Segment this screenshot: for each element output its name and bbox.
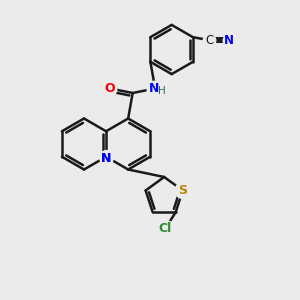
- Text: N: N: [101, 152, 111, 165]
- Text: N: N: [224, 34, 234, 47]
- Text: N: N: [148, 82, 159, 95]
- Text: H: H: [158, 86, 166, 96]
- Text: N: N: [101, 152, 111, 165]
- Text: Cl: Cl: [158, 222, 172, 235]
- Text: O: O: [105, 82, 116, 95]
- Text: S: S: [178, 184, 187, 197]
- Text: C: C: [205, 34, 214, 47]
